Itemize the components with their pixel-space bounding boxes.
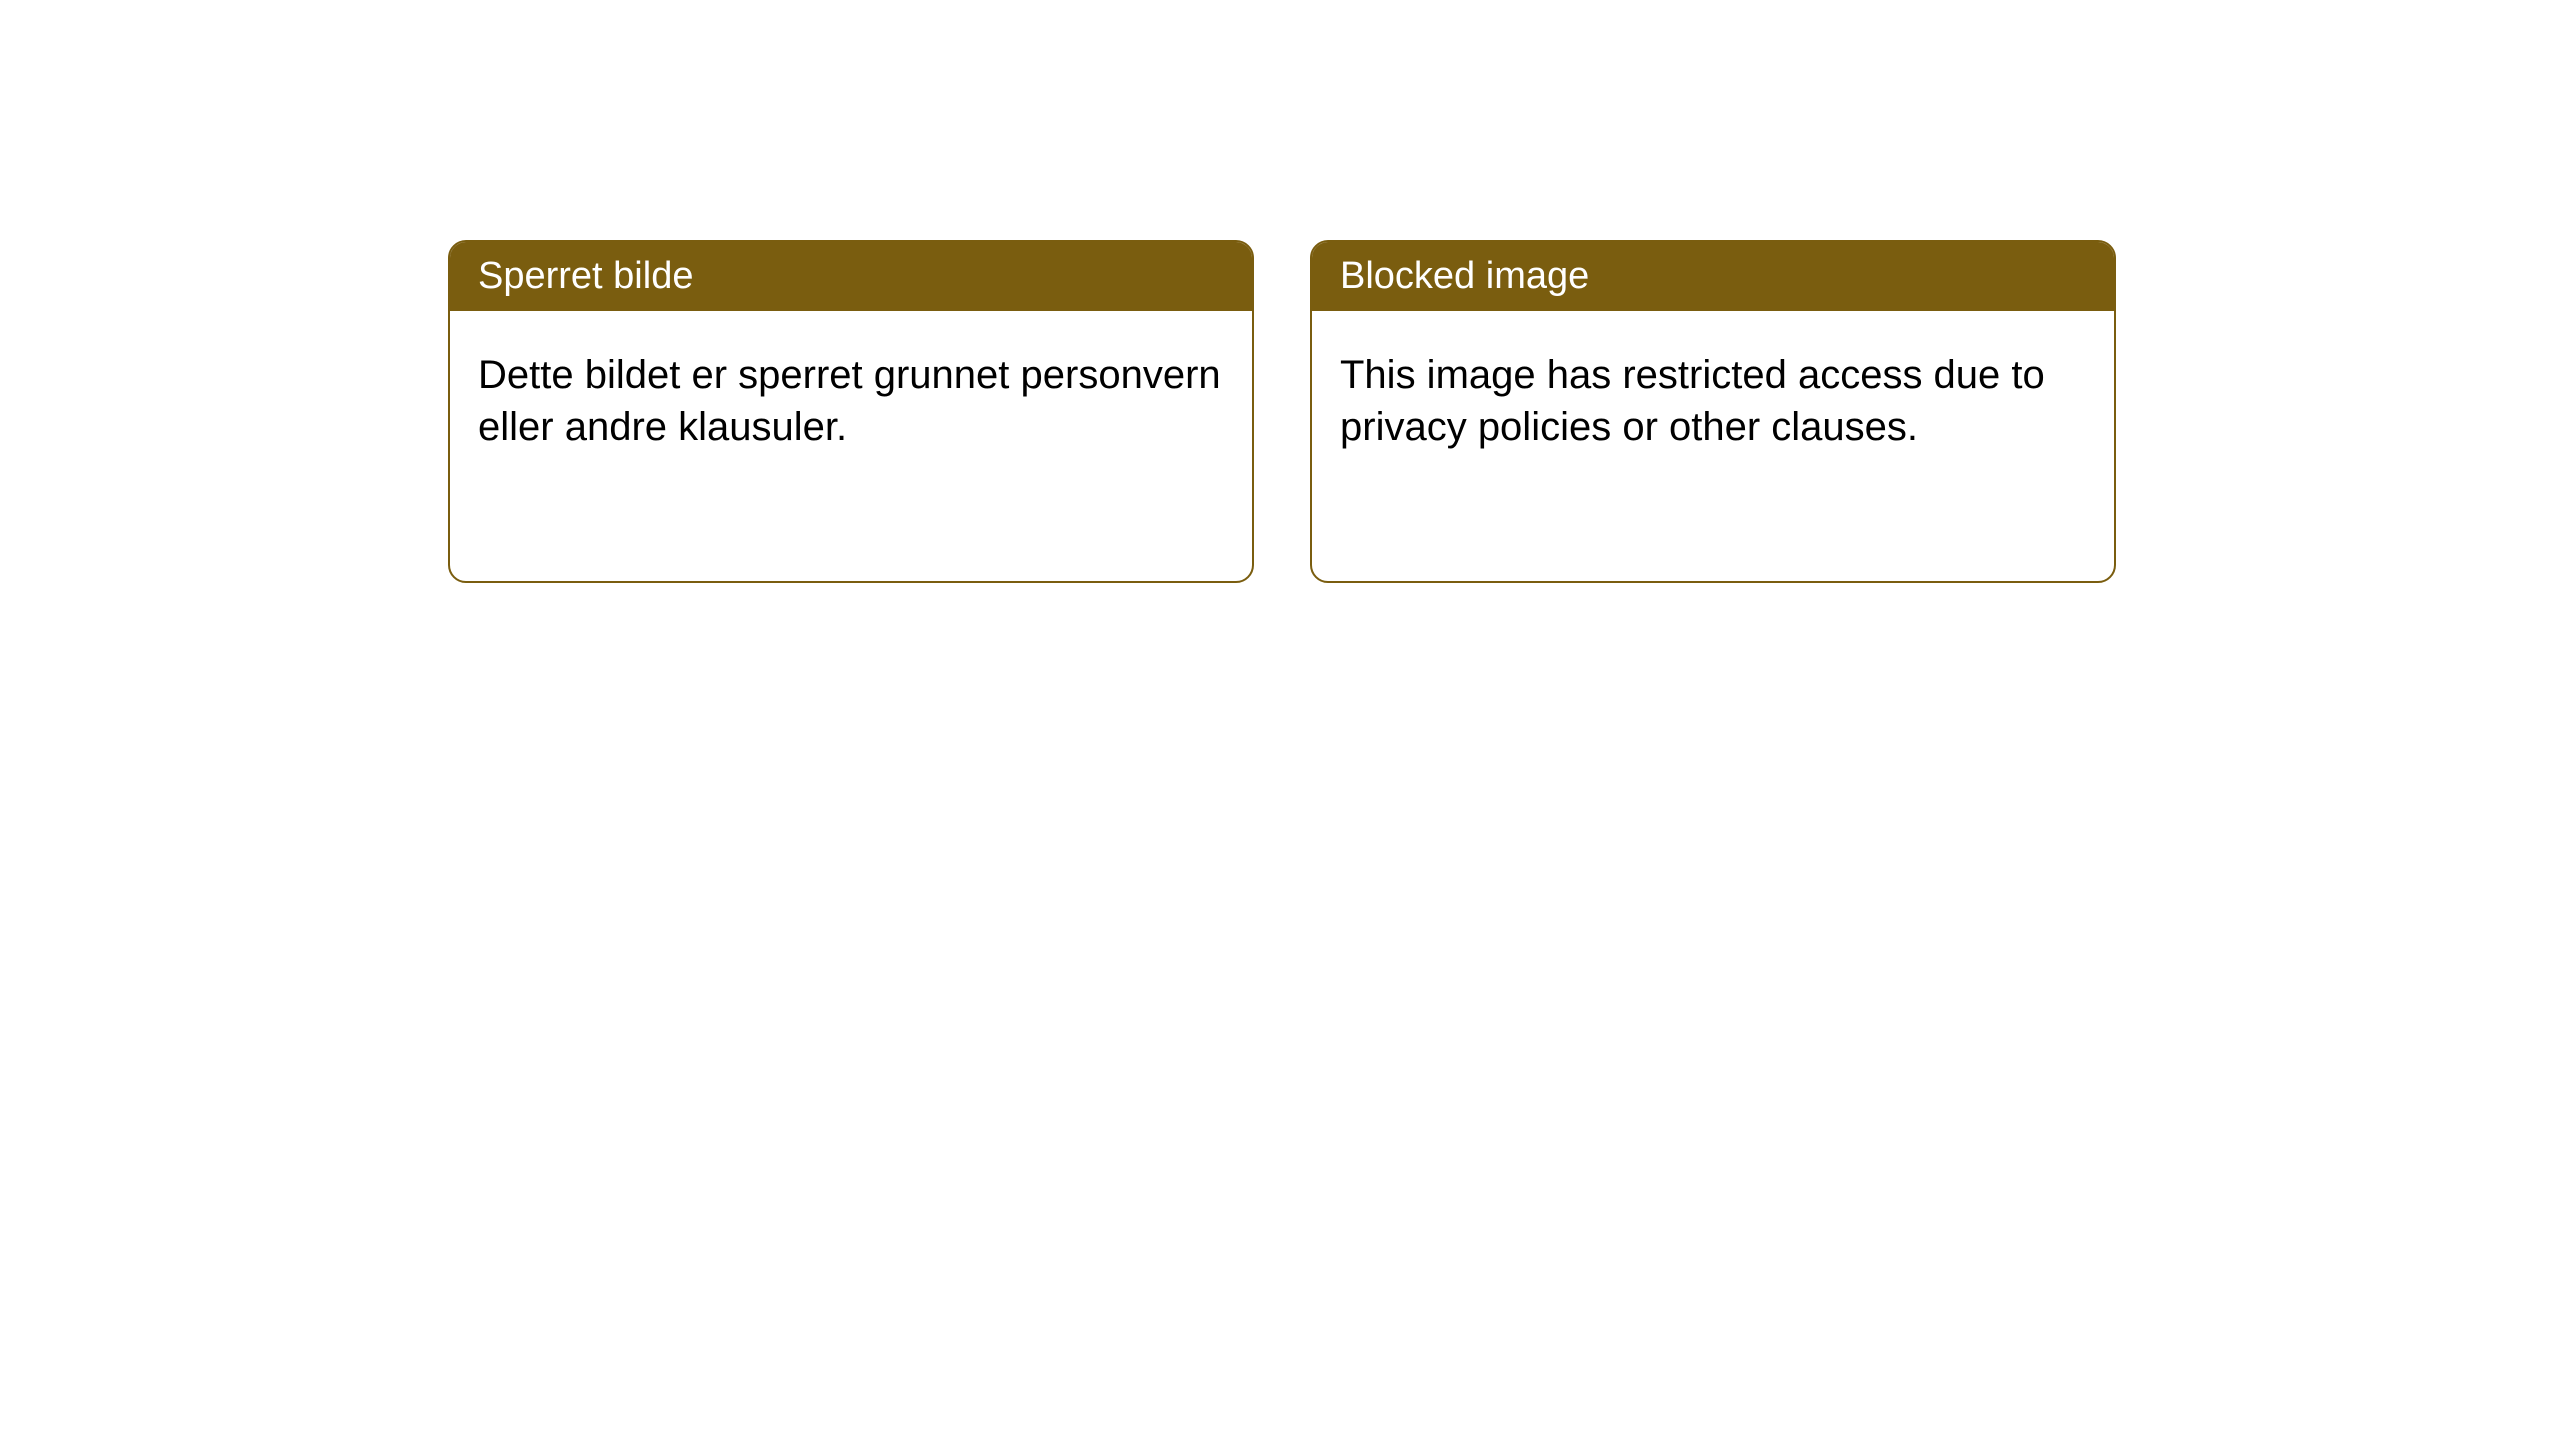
card-body-en: This image has restricted access due to …	[1312, 311, 2114, 581]
blocked-image-card-en: Blocked image This image has restricted …	[1310, 240, 2116, 583]
card-header-no: Sperret bilde	[450, 242, 1252, 311]
card-header-en: Blocked image	[1312, 242, 2114, 311]
card-body-text-en: This image has restricted access due to …	[1340, 349, 2086, 453]
card-body-no: Dette bildet er sperret grunnet personve…	[450, 311, 1252, 581]
notice-cards-container: Sperret bilde Dette bildet er sperret gr…	[0, 0, 2560, 583]
blocked-image-card-no: Sperret bilde Dette bildet er sperret gr…	[448, 240, 1254, 583]
card-body-text-no: Dette bildet er sperret grunnet personve…	[478, 349, 1224, 453]
